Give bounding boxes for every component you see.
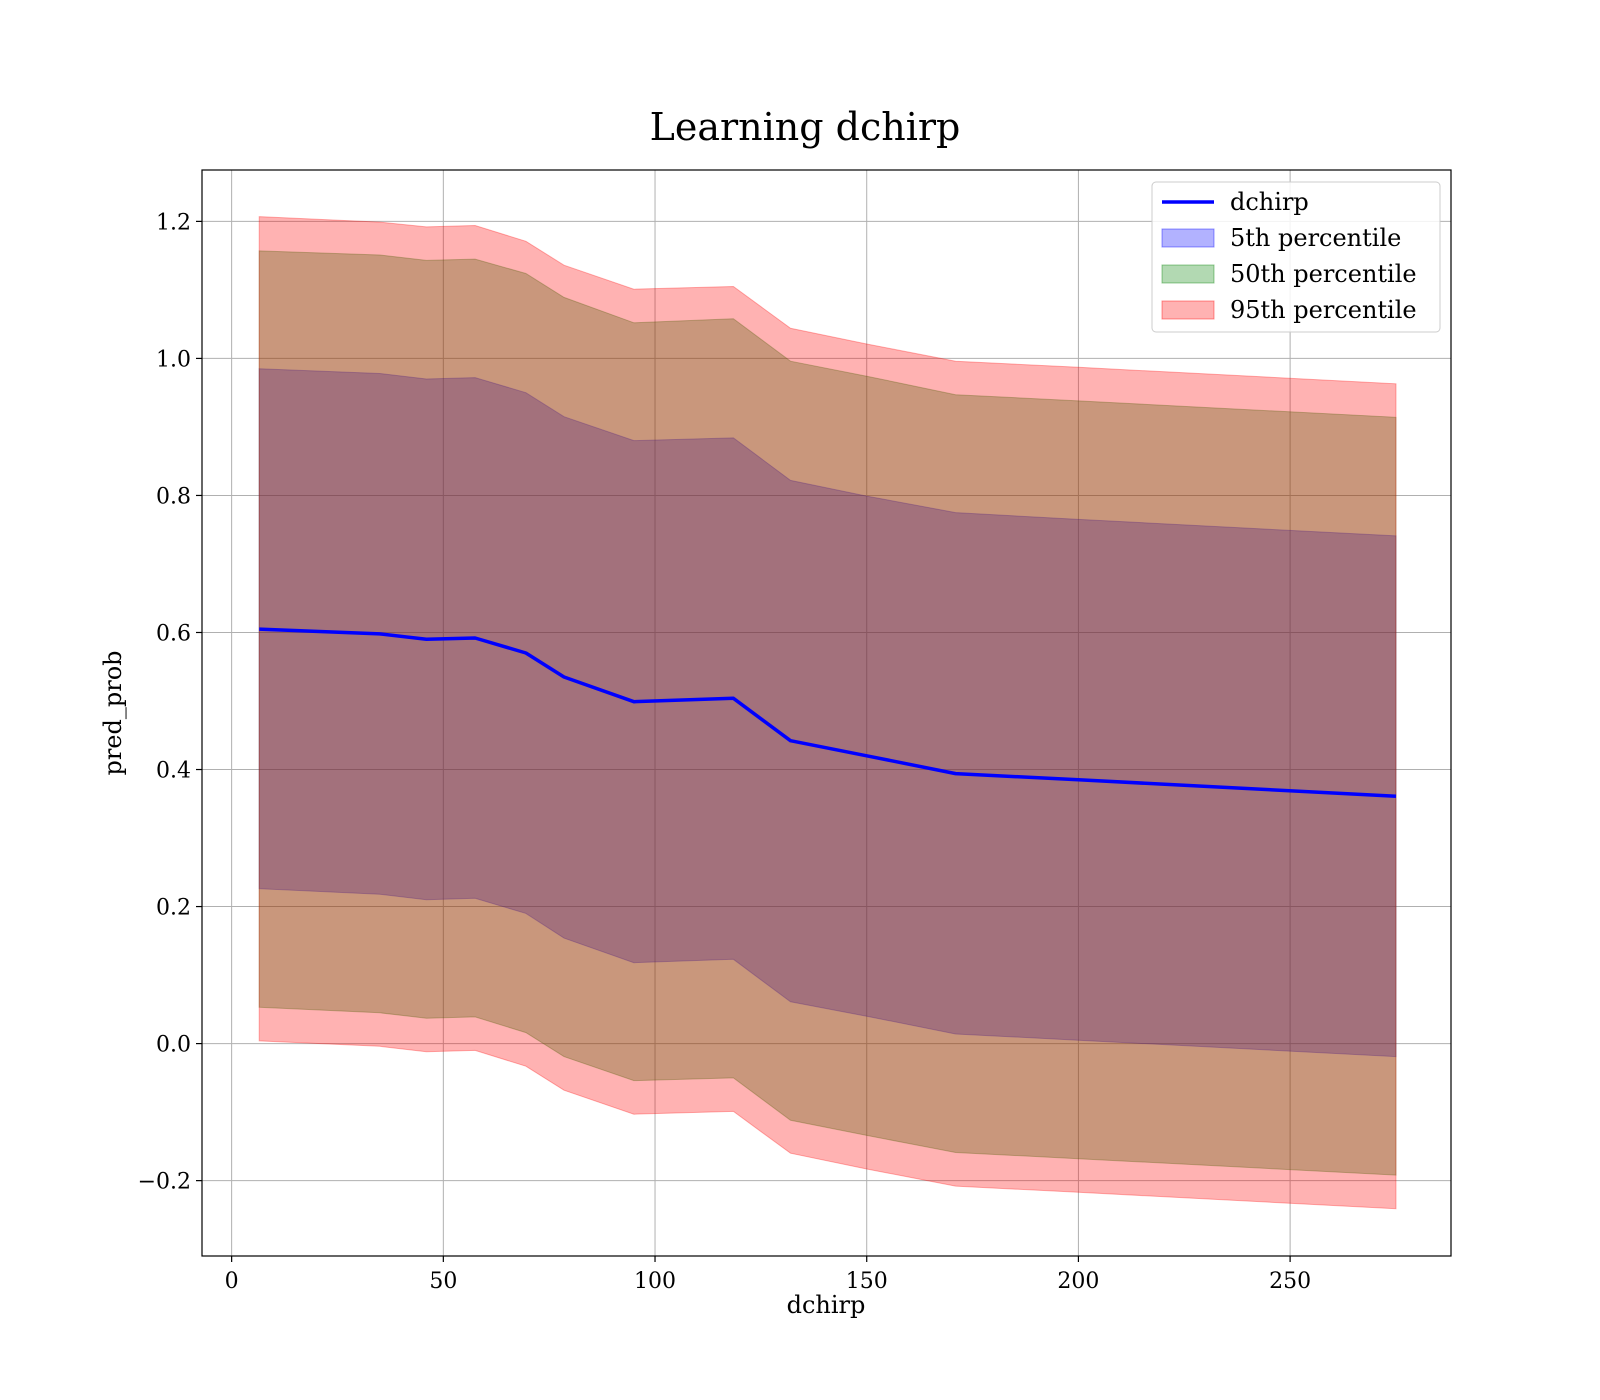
y-tick-label-1: 0.0 <box>156 1033 191 1058</box>
legend-swatch-0 <box>1161 228 1215 248</box>
bands <box>258 216 1397 1210</box>
x-tick-label-5: 250 <box>1269 1269 1311 1294</box>
chart-title: Learning dchirp <box>650 105 961 149</box>
x-tick-label-0: 0 <box>225 1269 239 1294</box>
band-1 <box>258 250 1397 1176</box>
y-tick-label-3: 0.4 <box>156 759 191 784</box>
x-tick-label-3: 150 <box>846 1269 888 1294</box>
legend-swatch-1 <box>1161 264 1215 284</box>
series-lines <box>259 627 1397 798</box>
band-0 <box>258 368 1397 1058</box>
plot-frame <box>201 169 1452 1257</box>
legend-box <box>1151 181 1441 333</box>
axis-ticks: 0 50 100 150 200 250 −0.2 0.0 0.2 0.4 0.6 0.8 1.0 1.2 <box>138 210 1312 1294</box>
legend-label-dchirp: dchirp <box>1230 188 1309 216</box>
x-tick-label-4: 200 <box>1057 1269 1099 1294</box>
y-tick-label-0: −0.2 <box>138 1170 191 1195</box>
legend-label-2: 95th percentile <box>1230 296 1417 324</box>
y-axis-label: pred_prob <box>99 650 127 775</box>
y-tick-label-2: 0.2 <box>156 896 191 921</box>
legend-label-1: 50th percentile <box>1230 260 1417 288</box>
x-axis-label: dchirp <box>787 1291 866 1319</box>
series-line-dchirp <box>259 627 1397 798</box>
legend: dchirp 5th percentile 50th percentile 95th … <box>1151 181 1441 333</box>
y-tick-label-4: 0.6 <box>156 621 191 646</box>
band-2 <box>258 216 1397 1210</box>
y-tick-label-5: 0.8 <box>156 484 191 509</box>
x-tick-label-1: 50 <box>429 1269 457 1294</box>
grid <box>202 170 1451 1256</box>
y-tick-label-7: 1.2 <box>156 210 191 235</box>
legend-label-0: 5th percentile <box>1230 224 1401 252</box>
x-tick-label-2: 100 <box>634 1269 676 1294</box>
y-tick-label-6: 1.0 <box>156 347 191 372</box>
legend-swatch-2 <box>1161 300 1215 320</box>
